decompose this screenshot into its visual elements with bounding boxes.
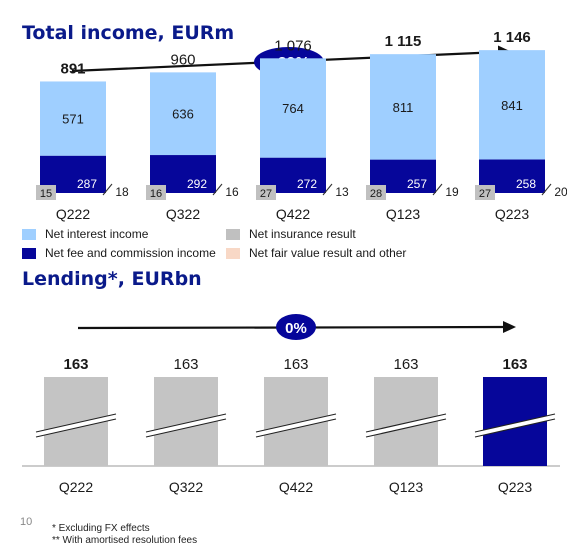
lending-axis-break xyxy=(256,414,336,437)
income-insurance-value: 27 xyxy=(260,188,272,200)
income-fair-value-value: 13 xyxy=(335,185,349,199)
lending-value-label: 163 xyxy=(502,356,527,373)
income-fee-value: 257 xyxy=(407,177,427,191)
income-nii-bar xyxy=(150,72,216,156)
page-number: 10 xyxy=(20,516,33,528)
income-nii-bar xyxy=(40,81,106,156)
income-fair-value-marker xyxy=(212,183,223,196)
lending-category-label: Q223 xyxy=(498,479,532,495)
lending-chart-title: Lending*, EURbn xyxy=(22,268,202,290)
income-total-label: 1 076 xyxy=(274,37,312,54)
legend-label-fee: Net fee and commission income xyxy=(45,246,216,260)
income-category-label: Q123 xyxy=(386,206,420,222)
lending-category-label: Q222 xyxy=(59,479,93,495)
lending-axis-break-line xyxy=(474,413,556,433)
income-total-label: 960 xyxy=(170,51,195,68)
lending-value-label: 163 xyxy=(173,356,198,373)
income-insurance-box xyxy=(366,185,386,200)
lending-axis-break-line xyxy=(145,418,227,438)
income-nii-value: 636 xyxy=(172,107,194,122)
income-insurance-box xyxy=(36,185,56,200)
lending-axis-break xyxy=(36,414,116,437)
lending-value-label: 163 xyxy=(283,356,308,373)
footnote-resolution-fees: ** With amortised resolution fees xyxy=(52,535,198,546)
income-fair-value-value: 16 xyxy=(225,185,239,199)
income-insurance-value: 15 xyxy=(40,188,52,200)
lending-axis-break-line xyxy=(255,413,337,433)
legend-swatch-insurance xyxy=(226,228,240,240)
income-fee-value: 272 xyxy=(297,177,317,191)
income-fair-value-value: 20 xyxy=(554,185,567,199)
income-fair-value-marker xyxy=(322,183,333,196)
income-nii-value: 764 xyxy=(282,101,304,116)
lending-axis-break-line xyxy=(35,418,117,438)
legend-item-fair-value: Net fair value result and other xyxy=(226,246,406,260)
lending-axis-break-line xyxy=(145,413,227,433)
lending-axis-break xyxy=(475,414,555,437)
legend-item-fee: Net fee and commission income xyxy=(22,246,216,260)
income-fair-value-marker xyxy=(432,183,443,196)
lending-axis-break-line xyxy=(255,418,337,438)
income-insurance-value: 28 xyxy=(370,188,382,200)
lending-growth-label: 0% xyxy=(285,320,307,337)
income-fee-value: 287 xyxy=(77,177,97,191)
income-total-label: 1 115 xyxy=(385,33,422,50)
income-fair-value-marker xyxy=(541,183,552,196)
income-fee-value: 292 xyxy=(187,177,207,191)
income-chart-title: Total income, EURm xyxy=(22,22,235,44)
income-fair-value-value: 18 xyxy=(115,185,129,199)
legend-swatch-nii xyxy=(22,228,36,240)
income-insurance-value: 16 xyxy=(150,188,162,200)
lending-axis-break-line xyxy=(365,418,447,438)
legend-item-insurance: Net insurance result xyxy=(226,227,356,241)
legend-swatch-fee xyxy=(22,247,36,259)
income-nii-value: 841 xyxy=(501,98,523,113)
income-category-label: Q422 xyxy=(276,206,310,222)
lending-category-label: Q422 xyxy=(279,479,313,495)
income-fair-value-value: 19 xyxy=(445,185,459,199)
legend-label-insurance: Net insurance result xyxy=(249,227,356,241)
income-total-label: 1 146 xyxy=(493,29,531,46)
income-insurance-box xyxy=(475,185,495,200)
lending-category-label: Q123 xyxy=(389,479,423,495)
lending-value-label: 163 xyxy=(393,356,418,373)
income-category-label: Q223 xyxy=(495,206,529,222)
income-fair-value-marker xyxy=(102,183,113,196)
lending-axis-break-line xyxy=(474,418,556,438)
income-nii-bar xyxy=(370,54,436,160)
income-nii-bar xyxy=(260,58,326,158)
income-insurance-box xyxy=(256,185,276,200)
income-fee-value: 258 xyxy=(516,177,536,191)
income-nii-value: 571 xyxy=(62,112,84,127)
lending-category-label: Q322 xyxy=(169,479,203,495)
income-insurance-box xyxy=(146,185,166,200)
footnote-fx: * Excluding FX effects xyxy=(52,523,150,534)
lending-axis-break xyxy=(146,414,226,437)
lending-axis-break-line xyxy=(365,413,447,433)
legend-label-nii: Net interest income xyxy=(45,227,149,241)
income-nii-value: 811 xyxy=(393,100,414,115)
income-insurance-value: 27 xyxy=(479,188,491,200)
income-total-label: 891 xyxy=(60,60,85,77)
legend-item-nii: Net interest income xyxy=(22,227,148,241)
income-category-label: Q322 xyxy=(166,206,200,222)
income-category-label: Q222 xyxy=(56,206,90,222)
legend-label-fair-value: Net fair value result and other xyxy=(249,246,407,260)
lending-value-label: 163 xyxy=(63,356,88,373)
charts-canvas: +29%5712871518891Q2226362921616960Q32276… xyxy=(22,29,567,495)
lending-trend-arrow-head xyxy=(503,321,516,333)
legend-swatch-fair-value xyxy=(226,247,240,259)
lending-axis-break-line xyxy=(35,413,117,433)
lending-growth-badge xyxy=(276,314,316,340)
lending-axis-break xyxy=(366,414,446,437)
income-nii-bar xyxy=(479,50,545,160)
